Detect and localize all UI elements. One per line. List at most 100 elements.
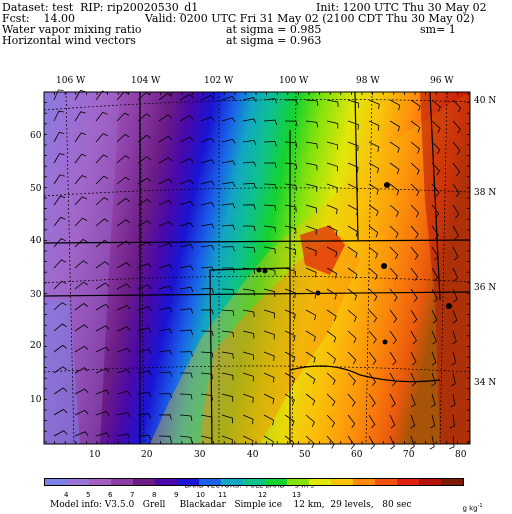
wind-barb bbox=[326, 99, 339, 108]
wind-barb bbox=[431, 351, 437, 366]
wind-barb bbox=[368, 246, 378, 259]
wind-barb bbox=[326, 267, 338, 279]
wind-barb bbox=[242, 414, 254, 425]
wind-barb bbox=[389, 183, 400, 196]
wind-barb bbox=[264, 162, 277, 168]
wind-barb bbox=[347, 183, 359, 194]
wind-barb bbox=[116, 219, 131, 227]
map-frame bbox=[43, 91, 471, 445]
wind-barb bbox=[116, 155, 130, 164]
wind-barb bbox=[221, 288, 235, 295]
wind-barb bbox=[200, 202, 215, 208]
wind-barb bbox=[242, 139, 257, 146]
wind-barb bbox=[326, 351, 336, 364]
wind-barb bbox=[137, 220, 152, 227]
wind-barb bbox=[284, 120, 298, 127]
wind-barb bbox=[326, 120, 339, 129]
wind-barb bbox=[221, 160, 236, 166]
wind-barb bbox=[347, 267, 358, 280]
wind-barb bbox=[179, 265, 194, 271]
wind-barb bbox=[242, 118, 257, 124]
wind-barb bbox=[74, 260, 88, 269]
wind-barb bbox=[116, 390, 131, 396]
wind-barb bbox=[221, 393, 234, 402]
wind-barb bbox=[449, 435, 455, 450]
wind-barb bbox=[158, 328, 173, 334]
wind-barb bbox=[53, 110, 64, 122]
wind-barb bbox=[284, 435, 295, 448]
wind-barb bbox=[179, 200, 194, 206]
wind-barb bbox=[95, 368, 110, 374]
y-tick-label: 20 bbox=[30, 341, 42, 351]
colorbar-swatch bbox=[353, 479, 375, 485]
y-tick-label: 40 bbox=[30, 236, 42, 246]
wind-barb bbox=[410, 330, 417, 345]
wind-barb bbox=[410, 414, 416, 429]
wind-barb bbox=[137, 284, 152, 290]
wind-barb bbox=[431, 372, 436, 387]
wind-barb bbox=[74, 409, 89, 416]
wind-barb bbox=[53, 323, 67, 332]
wind-barb bbox=[158, 157, 173, 164]
wind-barb bbox=[179, 393, 193, 400]
wind-barb bbox=[431, 225, 439, 240]
wind-barb bbox=[158, 285, 173, 291]
wind-barb bbox=[221, 435, 233, 445]
wind-barb bbox=[74, 175, 87, 185]
wind-barb bbox=[53, 216, 66, 227]
wind-barb bbox=[158, 242, 173, 248]
wind-barb bbox=[116, 347, 131, 353]
colorbar-unit-sup: -1 bbox=[477, 503, 483, 509]
wind-barb bbox=[137, 241, 152, 248]
wind-barb bbox=[74, 111, 86, 122]
wind-barb bbox=[451, 351, 457, 366]
wind-barb bbox=[452, 162, 461, 177]
wind-barb bbox=[410, 225, 419, 239]
colorbar-label: 13 bbox=[292, 491, 301, 499]
wind-barb bbox=[431, 288, 438, 303]
wind-barb bbox=[158, 435, 172, 442]
colorbar-swatch bbox=[111, 479, 133, 485]
wind-barb bbox=[326, 414, 336, 428]
wind-barb bbox=[179, 222, 194, 228]
wind-barb bbox=[431, 309, 438, 324]
wind-barb bbox=[284, 351, 296, 363]
wind-barb bbox=[431, 162, 441, 176]
wind-barb bbox=[242, 97, 257, 103]
wind-barb bbox=[431, 267, 439, 282]
wind-barb bbox=[53, 430, 68, 437]
wind-barb bbox=[347, 225, 358, 237]
state-boundaries bbox=[43, 91, 471, 445]
wind-barb bbox=[200, 309, 214, 315]
wind-barb bbox=[368, 372, 376, 387]
colorbar-swatch bbox=[375, 479, 397, 485]
wind-barb bbox=[305, 288, 317, 299]
wind-barb bbox=[450, 393, 456, 408]
wind-barb bbox=[284, 99, 298, 105]
wind-barb bbox=[368, 309, 378, 323]
wind-barb bbox=[158, 92, 173, 101]
wind-barb bbox=[221, 224, 236, 230]
wind-barb bbox=[95, 175, 109, 185]
wind-barb bbox=[158, 307, 173, 313]
wind-barb bbox=[326, 225, 338, 236]
wind-barb bbox=[452, 309, 458, 324]
wind-barb bbox=[409, 435, 415, 450]
wind-barb bbox=[242, 204, 256, 210]
wind-barb bbox=[242, 267, 256, 275]
wind-barb bbox=[179, 414, 193, 421]
wind-barb bbox=[452, 204, 460, 219]
wind-barb bbox=[305, 225, 317, 235]
wind-barb bbox=[431, 99, 441, 112]
wind-barb bbox=[158, 178, 173, 185]
wind-barb bbox=[431, 204, 440, 218]
wind-barb bbox=[326, 141, 338, 150]
colorbar-swatch bbox=[287, 479, 309, 485]
colorbar-swatch bbox=[441, 479, 463, 485]
wind-barb bbox=[305, 246, 317, 257]
wind-barb bbox=[158, 371, 173, 377]
colorbar-swatch bbox=[419, 479, 441, 485]
wind-barb bbox=[263, 141, 277, 147]
colorbar-label: 6 bbox=[108, 491, 113, 499]
colorbar-swatch bbox=[199, 479, 221, 485]
